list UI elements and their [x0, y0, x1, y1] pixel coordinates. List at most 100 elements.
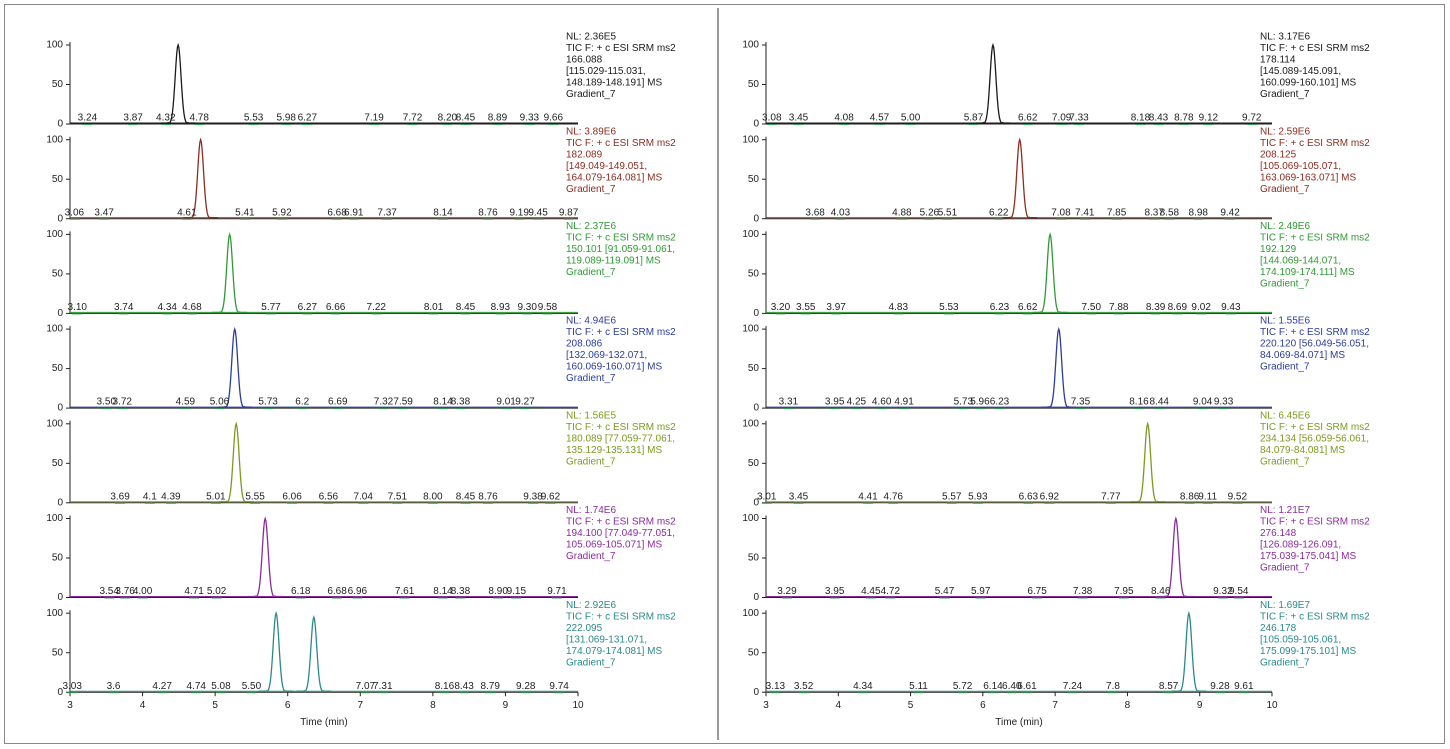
rt-label: 4.72	[881, 586, 901, 597]
rt-label: 7.24	[1063, 681, 1083, 692]
rt-label: 5.50	[242, 681, 262, 692]
scan-info: 84.069-84.071] MS	[1260, 350, 1345, 361]
rt-label: 3.31	[779, 397, 799, 408]
rt-label: 6.2	[295, 397, 309, 408]
rt-label: 9.11	[1198, 491, 1217, 502]
x-tick-label: 10	[1266, 700, 1278, 711]
rt-label: 6.66	[326, 302, 346, 313]
rt-label: 7.85	[1107, 207, 1127, 218]
rt-label: 8.76	[478, 491, 498, 502]
rt-label: 8.39	[1146, 302, 1166, 313]
rt-label: 8.76	[478, 207, 498, 218]
rt-label: 4.45	[861, 586, 881, 597]
x-tick-label: 7	[358, 700, 364, 711]
rt-label: 5.00	[901, 113, 921, 124]
rt-label: 3.54	[99, 586, 119, 597]
y-tick-label: 50	[748, 458, 760, 469]
rt-label: 3.47	[94, 207, 114, 218]
rt-label: 4.78	[189, 113, 209, 124]
y-tick-label: 100	[46, 40, 63, 51]
rt-label: 6.56	[319, 491, 339, 502]
scan-info: [115.029-115.031,	[566, 66, 646, 77]
rt-label: 7.38	[1073, 586, 1093, 597]
rt-label: 9.54	[1229, 586, 1249, 597]
rt-label: 8.79	[480, 681, 500, 692]
rt-label: 8.16	[1129, 397, 1149, 408]
y-tick-label: 100	[742, 608, 759, 619]
rt-label: 7.32	[374, 397, 394, 408]
y-tick-label: 0	[57, 403, 63, 414]
scan-info: 160.069-160.071] MS	[566, 362, 663, 373]
peak	[1158, 516, 1194, 598]
scan-info: 150.101 [91.059-91.061,	[566, 244, 675, 255]
rt-label: 3.01	[757, 491, 777, 502]
scan-info: TIC F: + c ESI SRM ms2	[566, 517, 676, 528]
peak	[1041, 326, 1077, 409]
rt-label: 8.86	[1180, 491, 1200, 502]
scan-info: Gradient_7	[566, 267, 616, 278]
rt-label: 4.08	[834, 113, 854, 124]
y-tick-label: 50	[748, 363, 760, 374]
rt-label: 3.03	[62, 681, 82, 692]
scan-info: [126.089-126.091,	[1260, 540, 1341, 551]
scan-info: 208.125	[1260, 149, 1297, 160]
scan-info: 166.088	[566, 55, 603, 66]
rt-label: 5.73	[954, 397, 974, 408]
rt-label: 5.73	[258, 397, 278, 408]
x-tick-label: 8	[430, 700, 436, 711]
rt-label: 3.10	[68, 302, 88, 313]
scan-info: Gradient_7	[566, 551, 616, 562]
scan-info: Gradient_7	[566, 89, 616, 100]
peak	[1130, 421, 1166, 503]
scan-info: Gradient_7	[1260, 89, 1310, 100]
rt-label: 8.01	[424, 302, 444, 313]
scan-info: TIC F: + c ESI SRM ms2	[1260, 138, 1370, 149]
scan-info: TIC F: + c ESI SRM ms2	[566, 422, 676, 433]
rt-label: 5.53	[939, 302, 959, 313]
x-axis-title: Time (min)	[995, 717, 1042, 728]
scan-info: [145.089-145.091,	[1260, 66, 1341, 77]
rt-label: 8.38	[451, 586, 471, 597]
rt-label: 9.61	[1234, 681, 1254, 692]
scan-info: Gradient_7	[1260, 657, 1310, 668]
rt-label: 4.41	[858, 491, 878, 502]
x-tick-label: 5	[212, 700, 218, 711]
rt-label: 6.61	[1017, 681, 1037, 692]
y-tick-label: 100	[46, 418, 63, 429]
x-tick-label: 7	[1052, 700, 1058, 711]
y-tick-label: 50	[52, 79, 64, 90]
peak	[1032, 232, 1068, 314]
y-tick-label: 0	[57, 592, 63, 603]
rt-label: 7.72	[403, 113, 423, 124]
rt-label: 4.00	[133, 586, 153, 597]
rt-label: 9.12	[1199, 113, 1219, 124]
rt-label: 7.88	[1109, 302, 1129, 313]
rt-label: 8.38	[451, 397, 471, 408]
rt-label: 9.32	[1213, 586, 1233, 597]
scan-info: Gradient_7	[1260, 184, 1310, 195]
rt-label: 4.1	[143, 491, 157, 502]
rt-label: 9.52	[1228, 491, 1248, 502]
scan-info: 220.120 [56.049-56.051,	[1260, 339, 1369, 350]
scan-info: 222.095	[566, 623, 603, 634]
rt-label: 9.04	[1193, 397, 1213, 408]
normalization-level: NL: 1.55E6	[1260, 316, 1310, 327]
scan-info: [149.049-149.051,	[566, 161, 647, 172]
rt-label: 7.22	[367, 302, 387, 313]
rt-label: 8.16	[435, 681, 455, 692]
rt-label: 5.97	[971, 586, 991, 597]
rt-label: 7.33	[1069, 113, 1089, 124]
scan-info: 175.039-175.041] MS	[1260, 551, 1357, 562]
rt-label: 9.42	[1220, 207, 1240, 218]
normalization-level: NL: 1.21E7	[1260, 505, 1310, 516]
rt-label: 4.83	[889, 302, 909, 313]
scan-info: TIC F: + c ESI SRM ms2	[566, 327, 676, 338]
x-tick-label: 5	[908, 700, 914, 711]
rt-label: 6.68	[327, 586, 347, 597]
x-tick-label: 3	[763, 700, 769, 711]
scan-info: TIC F: + c ESI SRM ms2	[1260, 233, 1370, 244]
y-tick-label: 0	[57, 687, 63, 698]
rt-label: 5.96	[970, 397, 990, 408]
y-tick-label: 100	[46, 324, 63, 335]
rt-label: 6.63	[1019, 491, 1039, 502]
